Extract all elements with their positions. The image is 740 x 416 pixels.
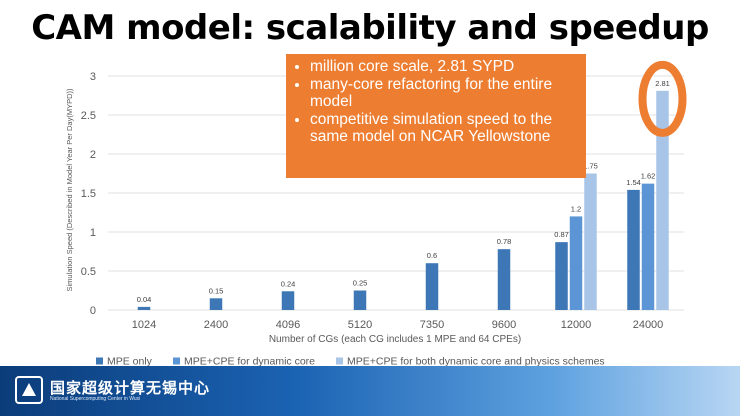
data-label: 0.78 xyxy=(497,237,512,246)
callout-box: million core scale, 2.81 SYPD many-core … xyxy=(286,54,586,178)
y-tick-label: 3 xyxy=(90,71,96,83)
highlight-ring xyxy=(638,60,687,137)
legend: MPE only MPE+CPE for dynamic core MPE+CPE … xyxy=(96,356,605,367)
data-label: 0.87 xyxy=(554,230,569,239)
data-label: 0.04 xyxy=(137,295,152,304)
bar xyxy=(641,183,655,310)
callout-bullet: competitive simulation speed to the same… xyxy=(310,111,578,146)
y-axis-label: Simulation Speed (Described in Model Yea… xyxy=(65,88,74,292)
bar xyxy=(425,263,439,310)
data-labels: 0.04 0.15 0.24 0.25 0.6 0.78 0.87 1.2 1.75 1.541.… xyxy=(137,79,670,304)
x-tick-label: 24000 xyxy=(633,319,664,331)
y-tick-label: 1 xyxy=(90,227,96,239)
data-label: 1.2 xyxy=(571,204,581,213)
legend-swatch xyxy=(336,357,343,365)
data-label: 1.62 xyxy=(641,172,656,181)
data-label: 0.6 xyxy=(427,251,437,260)
data-label: 2.81 xyxy=(655,79,670,88)
legend-swatch xyxy=(173,357,180,365)
y-tick-label: 2 xyxy=(90,149,96,161)
callout-bullet: many-core refactoring for the entire mod… xyxy=(310,76,578,111)
bar xyxy=(555,242,568,310)
bar xyxy=(137,306,151,310)
bars xyxy=(137,90,669,310)
data-label: 0.25 xyxy=(353,279,368,288)
bar xyxy=(497,249,511,310)
slide-title: CAM model: scalability and speedup xyxy=(31,8,709,48)
data-label: 1.54 xyxy=(626,178,641,187)
legend-label: MPE only xyxy=(107,356,153,367)
y-tick-label: 1.5 xyxy=(81,188,96,200)
bar xyxy=(627,189,640,310)
bar xyxy=(584,173,597,310)
data-label: 0.24 xyxy=(281,279,296,288)
data-label: 0.15 xyxy=(209,286,224,295)
y-tick-label: 2.5 xyxy=(81,110,96,122)
x-tick-label: 12000 xyxy=(561,319,592,331)
x-tick-label: 5120 xyxy=(348,319,372,331)
logo-chinese-name: 国家超级计算无锡中心 xyxy=(50,379,211,397)
footer-bar: 国家超级计算无锡中心 National Supercomputing Cente… xyxy=(0,366,740,416)
callout-bullet: million core scale, 2.81 SYPD xyxy=(310,58,578,76)
highlight-ring xyxy=(638,60,687,137)
x-tick-label: 2400 xyxy=(204,319,228,331)
y-tick-label: 0.5 xyxy=(81,266,96,278)
bar xyxy=(281,291,295,310)
bar xyxy=(656,90,669,310)
logo-icon xyxy=(15,376,43,404)
bar-chart: 0 0.5 1 1.5 2 2.5 3 Simulation Speed (Describe… xyxy=(65,60,687,367)
bar xyxy=(569,216,583,310)
y-tick-labels: 0 0.5 1 1.5 2 2.5 3 xyxy=(81,71,96,317)
legend-swatch xyxy=(96,357,103,365)
bar xyxy=(209,298,223,310)
bar xyxy=(353,290,367,310)
x-tick-label: 7350 xyxy=(420,319,444,331)
x-tick-label: 1024 xyxy=(132,319,156,331)
logo-english-name: National Supercomputing Center in Wuxi xyxy=(50,396,141,402)
legend-label: MPE+CPE for dynamic core xyxy=(184,356,315,367)
y-tick-label: 0 xyxy=(90,305,96,317)
data-label: 1.75 xyxy=(583,162,598,171)
x-axis-label: Number of CGs (each CG includes 1 MPE an… xyxy=(269,334,521,345)
legend-label: MPE+CPE for both dynamic core and physic… xyxy=(347,356,605,367)
x-tick-label: 4096 xyxy=(276,319,300,331)
x-tick-labels: 1024 2400 4096 5120 7350 9600 12000 24000 xyxy=(132,319,664,331)
x-tick-label: 9600 xyxy=(492,319,516,331)
